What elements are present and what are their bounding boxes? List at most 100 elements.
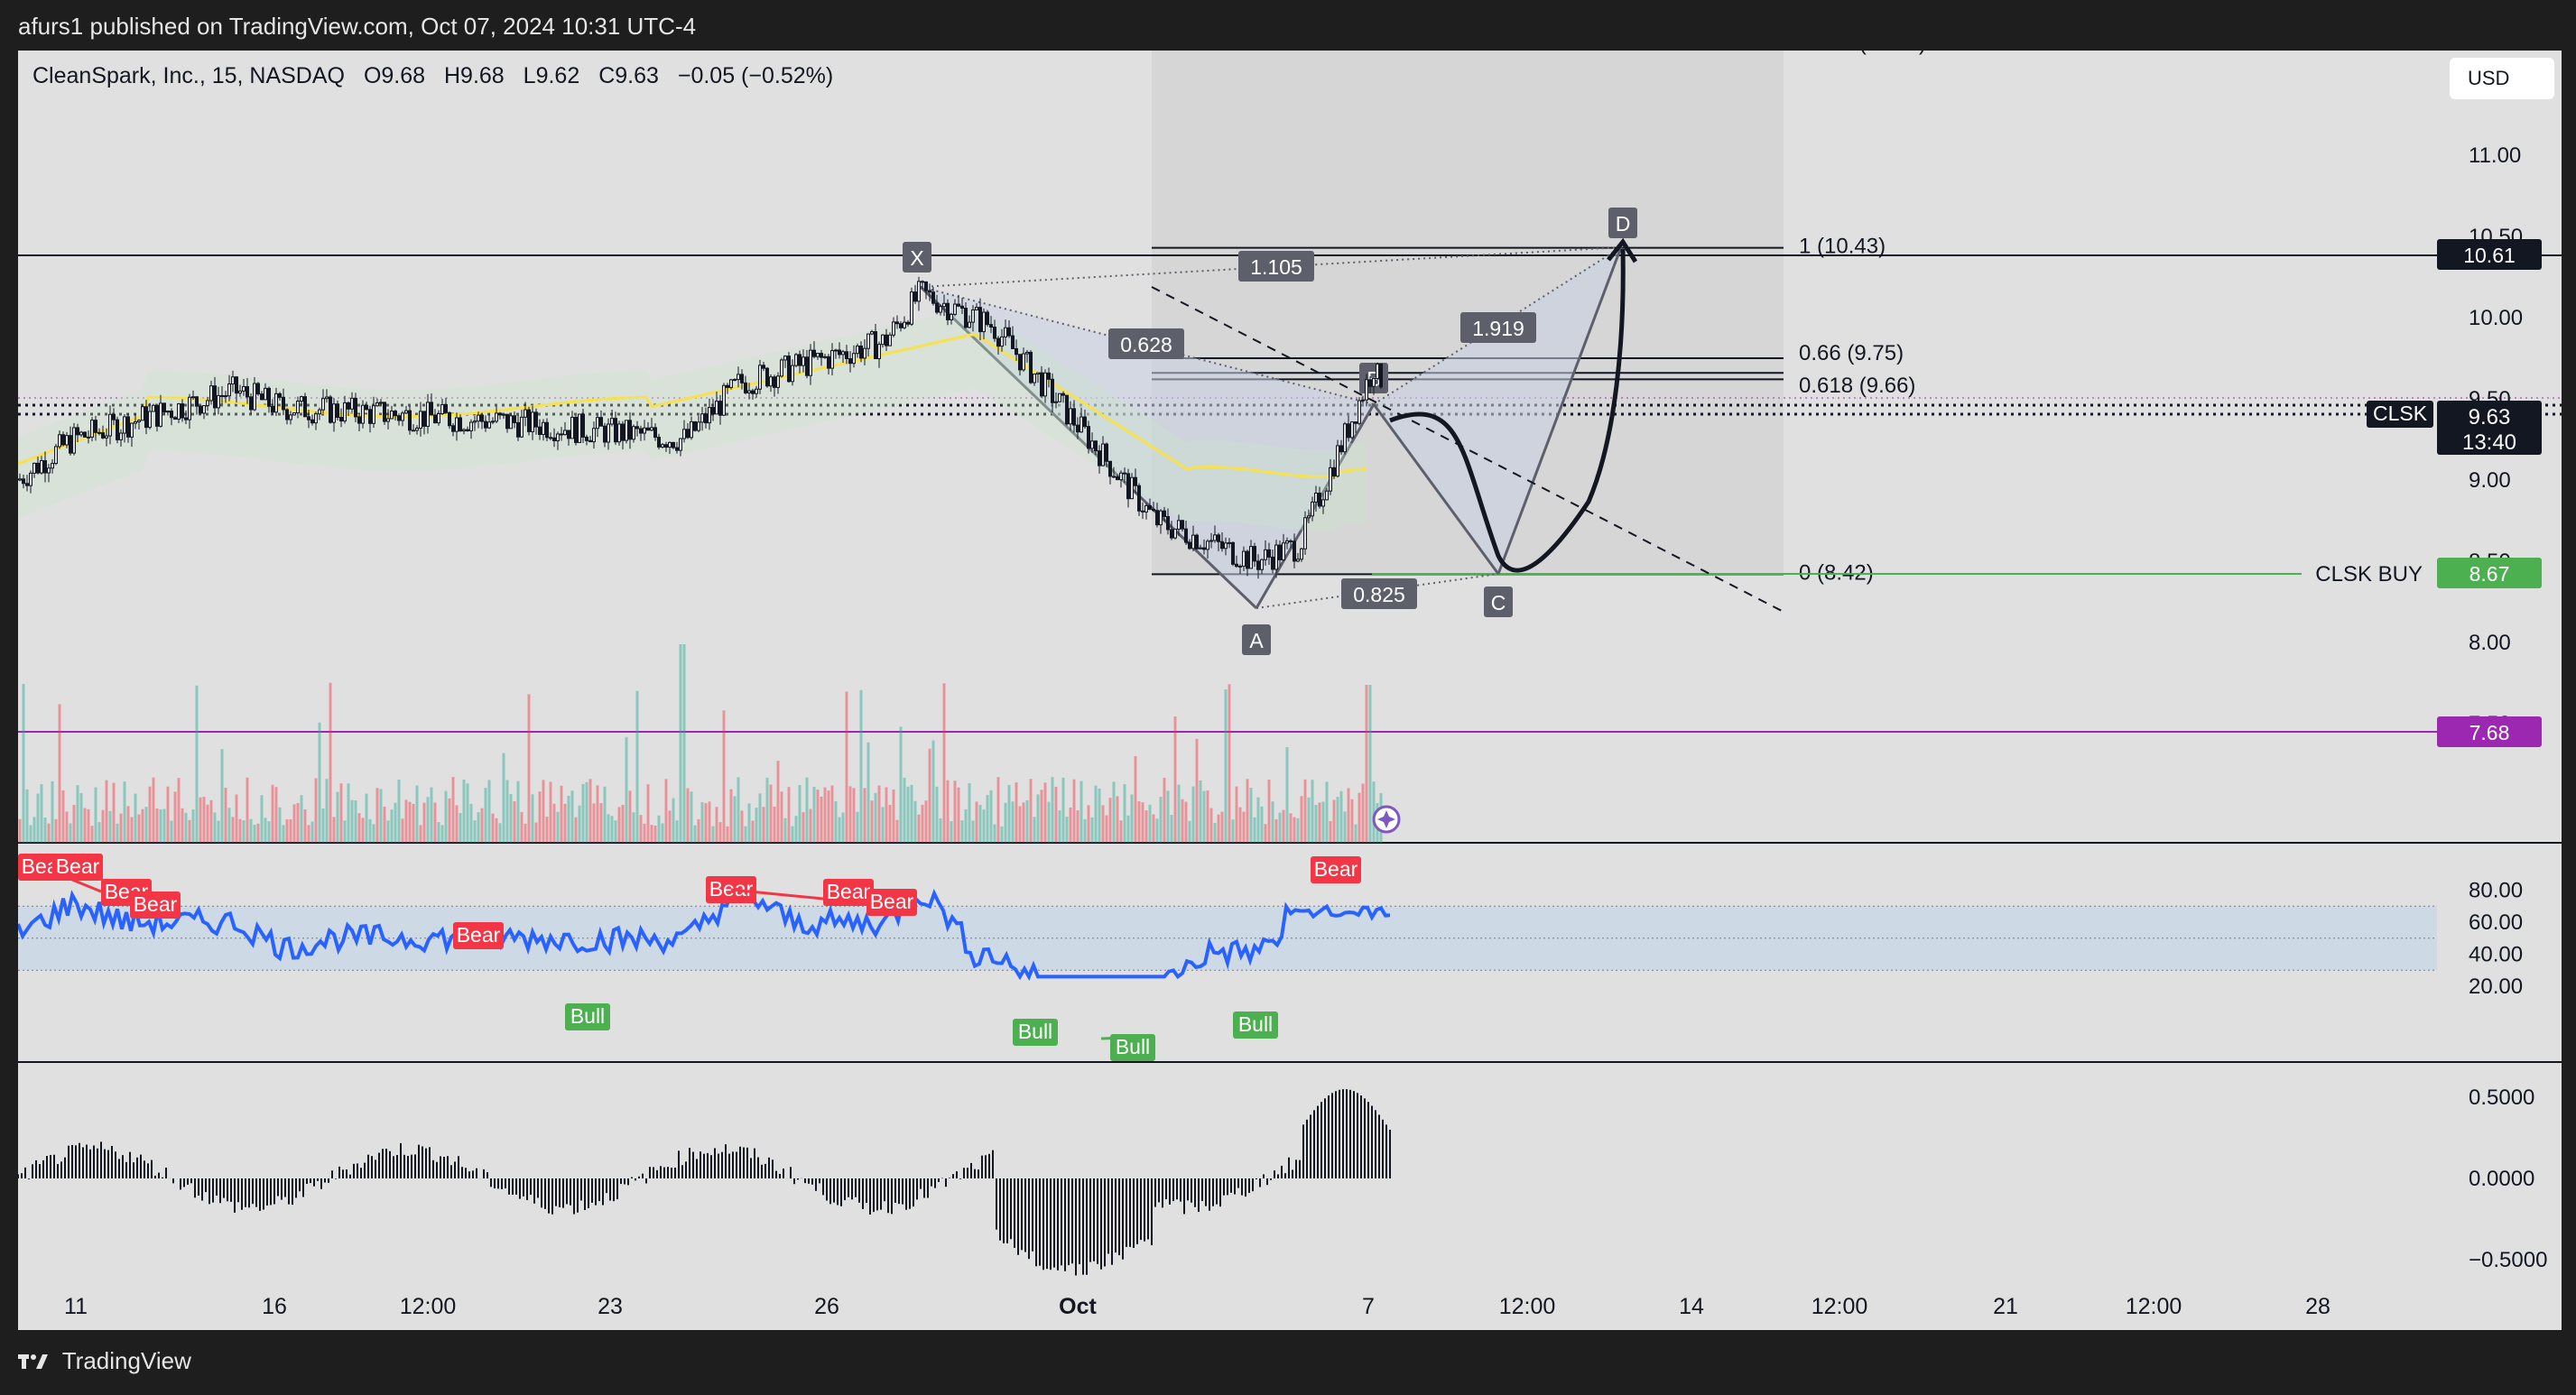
- volume-bar: [866, 742, 870, 843]
- volume-bar: [1242, 811, 1246, 843]
- candle-body: [968, 321, 971, 328]
- candle-body: [296, 401, 300, 414]
- volume-bar: [1126, 815, 1130, 843]
- volume-bar: [401, 818, 404, 843]
- volume-bar: [112, 782, 116, 843]
- volume-bar: [780, 791, 783, 843]
- volume-bar: [195, 685, 199, 843]
- chart-canvas[interactable]: 1.618 (11.68)1 (10.43)0.66 (9.75)0.618 (…: [18, 51, 2562, 1330]
- volume-bar: [466, 783, 469, 843]
- candle-body: [1148, 504, 1152, 510]
- volume-bar: [942, 683, 946, 843]
- candle-body: [177, 403, 181, 420]
- candle-body: [260, 393, 264, 401]
- pattern-bcd-fill: [1374, 247, 1621, 574]
- footer-brand[interactable]: TradingView: [18, 1347, 191, 1377]
- candle-body: [87, 436, 90, 439]
- fib-label: 0.66 (9.75): [1799, 341, 1904, 365]
- candle-body: [408, 410, 412, 431]
- candle-body: [1379, 363, 1383, 388]
- candle-body: [422, 411, 426, 427]
- candle-body: [1105, 443, 1108, 462]
- candle-body: [1238, 565, 1242, 568]
- volume-bar: [946, 780, 950, 843]
- volume-bar: [1191, 786, 1195, 843]
- candle-body: [643, 427, 646, 434]
- candle-body: [1163, 510, 1166, 517]
- candle-body: [1116, 476, 1119, 481]
- chart-area[interactable]: 1.618 (11.68)1 (10.43)0.66 (9.75)0.618 (…: [18, 51, 2562, 1330]
- volume-bar: [1076, 810, 1080, 843]
- volume-bar: [412, 803, 415, 843]
- volume-bar: [1253, 817, 1256, 843]
- candle-body: [1220, 540, 1224, 550]
- volume-bar: [856, 811, 859, 843]
- time-tick: 12:00: [1812, 1294, 1868, 1319]
- candle-body: [375, 402, 379, 407]
- currency-button[interactable]: USD: [2450, 58, 2554, 99]
- candle-body: [235, 376, 238, 394]
- volume-bar: [711, 826, 715, 843]
- volume-bar: [1065, 817, 1069, 843]
- volume-bar: [1220, 811, 1224, 843]
- volume-bar: [621, 805, 625, 843]
- volume-bar: [1011, 801, 1015, 843]
- level-768-badge-bg: [2437, 716, 2542, 747]
- candle-body: [989, 324, 993, 328]
- candle-body: [1372, 378, 1376, 387]
- volume-bar: [534, 822, 538, 843]
- volume-bar: [563, 803, 567, 843]
- volume-bar: [58, 704, 61, 843]
- volume-bar: [877, 785, 881, 843]
- volume-bar: [552, 803, 556, 843]
- volume-bar: [827, 790, 830, 843]
- volume-bar: [390, 809, 394, 843]
- price-badge-1061: 10.61: [2463, 244, 2516, 267]
- volume-bar: [820, 796, 823, 843]
- volume-bar: [101, 809, 105, 843]
- candle-body: [834, 349, 838, 352]
- candle-body: [866, 333, 870, 349]
- time-tick: 16: [262, 1294, 287, 1319]
- volume-bar: [664, 779, 668, 843]
- volume-bar: [585, 781, 588, 843]
- volume-bar: [329, 682, 332, 843]
- candle-body: [379, 402, 383, 404]
- volume-bar: [675, 820, 679, 843]
- volume-bar: [32, 817, 36, 843]
- candle-body: [1329, 467, 1332, 492]
- volume-bar: [300, 795, 303, 843]
- volume-bar: [971, 820, 975, 843]
- volume-bar: [307, 825, 310, 843]
- volume-bar: [123, 781, 126, 843]
- candle-body: [1282, 542, 1285, 560]
- volume-bar: [1166, 790, 1170, 843]
- candle-body: [502, 413, 505, 416]
- volume-bar: [513, 801, 516, 843]
- volume-bar: [549, 781, 552, 843]
- candle-body: [1076, 424, 1080, 433]
- volume-bar: [1098, 788, 1101, 843]
- volume-bar: [310, 821, 314, 843]
- candle-body: [65, 435, 69, 446]
- publish-header: afurs1 published on TradingView.com, Oct…: [0, 0, 2576, 52]
- candle-body: [563, 430, 567, 436]
- rsi-tick: 80.00: [2469, 879, 2523, 903]
- volume-bar: [1336, 797, 1339, 843]
- candle-body: [227, 383, 231, 397]
- volume-bar: [350, 799, 354, 843]
- candle-body: [776, 375, 780, 388]
- bear-label-bg: [1311, 856, 1361, 883]
- candle-body: [682, 429, 686, 439]
- volume-bar: [448, 798, 451, 843]
- rsi-tick: 60.00: [2469, 910, 2523, 935]
- candle-body: [574, 416, 578, 443]
- candle-body: [581, 413, 585, 438]
- candle-body: [206, 400, 209, 407]
- candle-body: [646, 427, 650, 431]
- volume-bar: [502, 753, 505, 843]
- candle-body: [906, 321, 910, 325]
- volume-bar: [383, 807, 386, 843]
- candle-body: [560, 433, 563, 436]
- volume-bar: [1090, 817, 1094, 843]
